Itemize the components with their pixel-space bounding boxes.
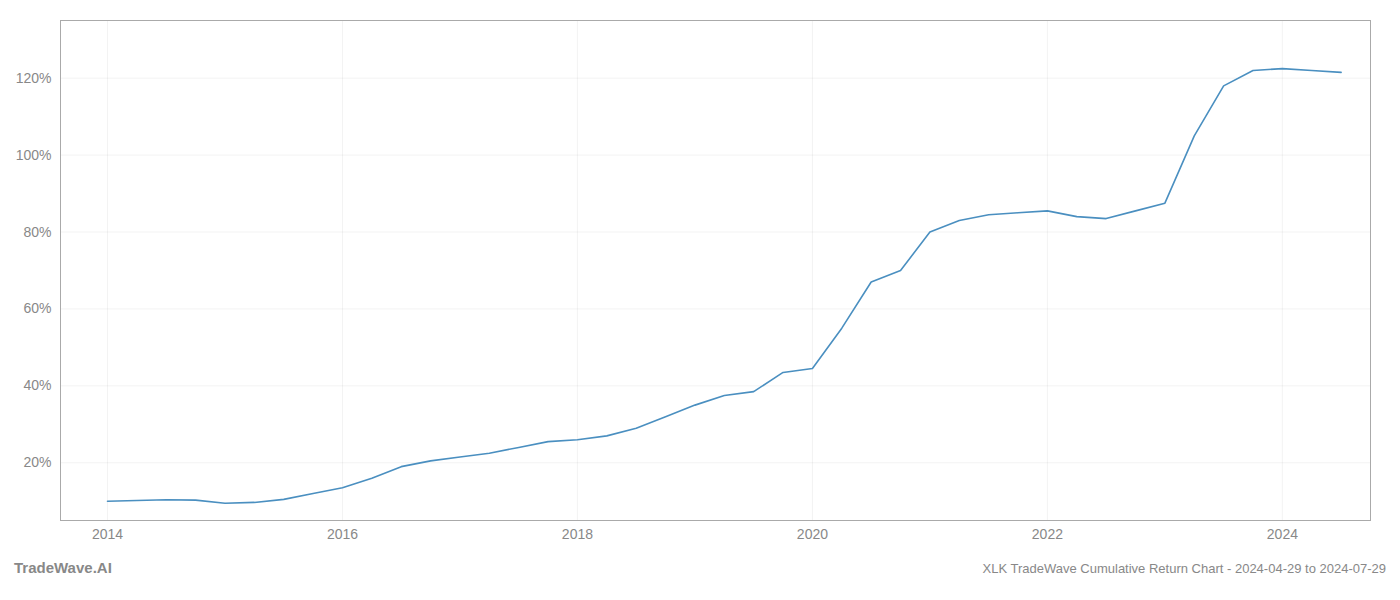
html-text:TradeWave.AI: TradeWave.AI (14, 559, 112, 576)
svg-text:2014: 2014 (92, 526, 123, 542)
html-text:XLK TradeWave Cumulative Retur: XLK TradeWave Cumulative Return Chart - … (982, 561, 1386, 576)
svg-text:2016: 2016 (327, 526, 358, 542)
svg-text:2018: 2018 (562, 526, 593, 542)
svg-text:60%: 60% (23, 300, 51, 316)
svg-text:2024: 2024 (1267, 526, 1298, 542)
svg-text:2020: 2020 (797, 526, 828, 542)
svg-text:20%: 20% (23, 454, 51, 470)
svg-text:2022: 2022 (1032, 526, 1063, 542)
svg-text:100%: 100% (16, 147, 52, 163)
svg-text:40%: 40% (23, 377, 51, 393)
svg-text:80%: 80% (23, 224, 51, 240)
svg-text:120%: 120% (16, 70, 52, 86)
